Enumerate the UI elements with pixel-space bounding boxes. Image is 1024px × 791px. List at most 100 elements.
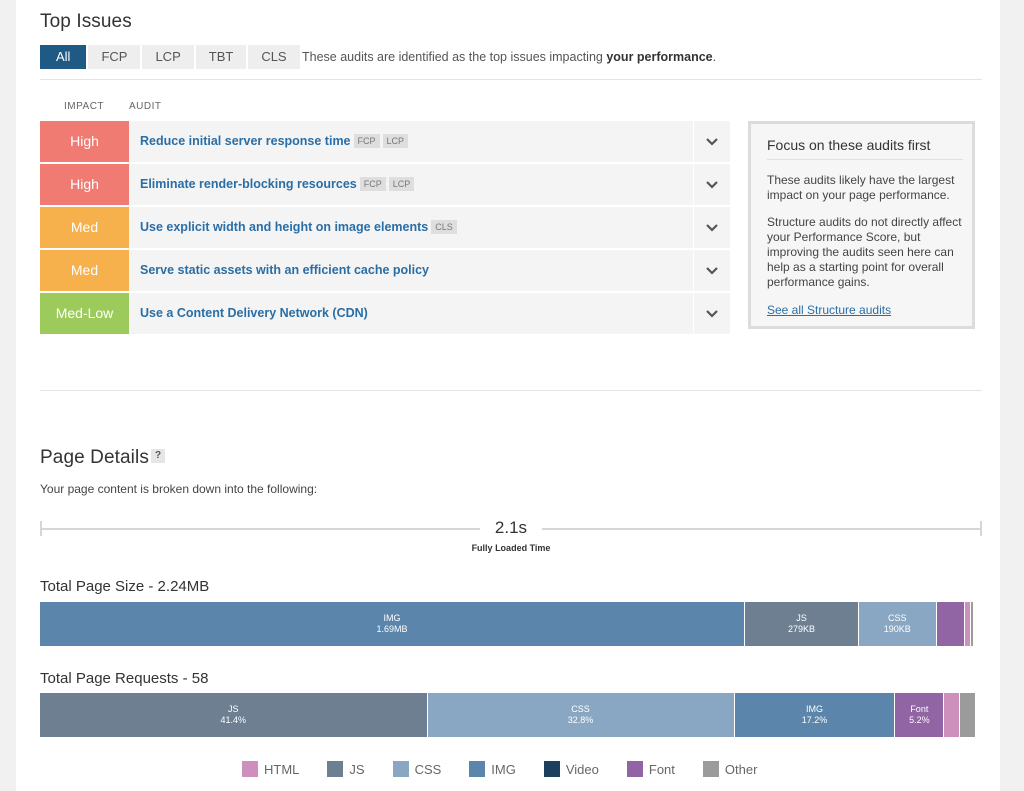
total-page-size-title: Total Page Size - 2.24MB — [40, 578, 210, 595]
bar-segment — [936, 602, 966, 646]
timeline-line — [40, 528, 480, 530]
description-suffix: . — [712, 50, 717, 64]
page-size-bar: IMG 1.69MB JS 279KB CSS 190KB — [40, 602, 977, 646]
divider — [40, 79, 982, 80]
audit-title-text: Serve static assets with an efficient ca… — [140, 263, 430, 277]
see-all-structure-audits-link[interactable]: See all Structure audits — [767, 303, 892, 317]
legend-swatch — [242, 761, 258, 777]
impact-badge: High — [40, 121, 129, 162]
fully-loaded-value: 2.1s — [494, 518, 528, 537]
segment-type-label: IMG — [383, 613, 401, 623]
segment-value-label: 190KB — [883, 624, 911, 634]
bar-segment: JS 41.4% — [40, 693, 428, 737]
legend-label: CSS — [414, 761, 442, 777]
metric-badge: FCP — [359, 177, 386, 191]
metric-badge: CLS — [431, 220, 457, 234]
segment-value-label: 32.8% — [567, 715, 594, 725]
audit-row[interactable]: High Eliminate render-blocking resources F… — [40, 164, 730, 205]
legend-item: IMG — [469, 761, 516, 777]
impact-badge: Med — [40, 207, 129, 248]
tabs-description: These audits are identified as the top i… — [302, 50, 716, 64]
timeline-line — [542, 528, 982, 530]
legend-item: Video — [543, 761, 599, 777]
bar-segment — [960, 693, 976, 737]
audit-title[interactable]: Reduce initial server response time FCP LC… — [140, 121, 409, 162]
bar-segment: CSS 190KB — [859, 602, 937, 646]
audit-title-text: Reduce initial server response time — [140, 134, 351, 148]
bar-segment — [944, 693, 961, 737]
segment-value-label: 1.69MB — [376, 624, 408, 634]
metric-badge: FCP — [353, 134, 380, 148]
legend-swatch — [392, 761, 409, 777]
bar-segment: IMG 1.69MB — [40, 602, 746, 646]
metric-badge: LCP — [382, 134, 409, 148]
segment-type-label: JS — [227, 704, 239, 714]
page-details-title: Page Details — [40, 447, 149, 468]
legend-item: Other — [702, 761, 757, 777]
tab-tbt[interactable]: TBT — [195, 45, 247, 69]
impact-filter-tabs: All FCP LCP TBT CLS — [40, 45, 302, 69]
fully-loaded-label: Fully Loaded Time — [471, 543, 551, 553]
description-text: These audits are identified as the top i… — [302, 50, 607, 64]
report-page: Top Issues All FCP LCP TBT CLS These aud… — [16, 0, 1000, 791]
legend-swatch — [327, 761, 344, 777]
metric-badge: LCP — [388, 177, 415, 191]
segment-type-label: JS — [796, 613, 807, 623]
focus-panel-text-2: Structure audits do not directly affect … — [767, 215, 962, 289]
page-details-subtitle: Your page content is broken down into th… — [40, 482, 318, 496]
expand-chevron-icon[interactable] — [693, 293, 730, 334]
legend-swatch — [469, 761, 486, 777]
tab-fcp[interactable]: FCP — [88, 45, 141, 69]
segment-type-label: Font — [910, 704, 929, 714]
legend-item: HTML — [242, 761, 299, 777]
content-type-legend: HTML JS CSS IMG Video Font Other — [242, 761, 785, 777]
impact-badge: Med — [40, 250, 129, 291]
impact-column-header: IMPACT — [64, 101, 105, 112]
legend-label: IMG — [491, 761, 516, 777]
focus-panel: Focus on these audits first These audits… — [748, 121, 975, 329]
legend-label: HTML — [264, 761, 300, 777]
audit-row[interactable]: Med-Low Use a Content Delivery Network (C… — [40, 293, 730, 334]
segment-type-label: CSS — [888, 613, 907, 623]
legend-item: CSS — [392, 761, 442, 777]
bar-segment: CSS 32.8% — [427, 693, 735, 737]
expand-chevron-icon[interactable] — [693, 164, 730, 205]
bar-segment — [971, 602, 975, 646]
bar-segment — [965, 602, 972, 646]
divider — [40, 390, 982, 391]
legend-label: JS — [349, 761, 365, 777]
audit-row[interactable]: High Reduce initial server response time F… — [40, 121, 730, 162]
help-icon[interactable]: ? — [151, 449, 165, 463]
audit-title[interactable]: Use a Content Delivery Network (CDN) — [140, 293, 368, 334]
bar-segment: JS 279KB — [745, 602, 860, 646]
focus-panel-title: Focus on these audits first — [767, 137, 963, 160]
expand-chevron-icon[interactable] — [693, 250, 730, 291]
audit-row[interactable]: Med Serve static assets with an efficient… — [40, 250, 730, 291]
legend-label: Video — [565, 761, 599, 777]
tab-cls[interactable]: CLS — [248, 45, 300, 69]
expand-chevron-icon[interactable] — [693, 207, 730, 248]
legend-item: Font — [626, 761, 675, 777]
legend-item: JS — [327, 761, 365, 777]
segment-value-label: 17.2% — [801, 715, 828, 725]
segment-type-label: IMG — [805, 704, 823, 714]
tab-lcp[interactable]: LCP — [142, 45, 194, 69]
total-page-requests-title: Total Page Requests - 58 — [40, 670, 209, 687]
timeline-end-tick — [980, 521, 982, 536]
audit-row[interactable]: Med Use explicit width and height on imag… — [40, 207, 730, 248]
audit-title-text: Use a Content Delivery Network (CDN) — [140, 306, 368, 320]
audit-title[interactable]: Serve static assets with an efficient ca… — [140, 250, 429, 291]
legend-swatch — [543, 761, 560, 777]
segment-value-label: 279KB — [788, 624, 816, 634]
audit-title[interactable]: Eliminate render-blocking resources FCP LC… — [140, 164, 415, 205]
audit-title-text: Use explicit width and height on image e… — [140, 220, 429, 234]
segment-type-label: CSS — [571, 704, 590, 714]
legend-swatch — [626, 761, 643, 777]
page-requests-bar: JS 41.4% CSS 32.8% IMG 17.2% Font 5.2% — [40, 693, 976, 737]
tab-all[interactable]: All — [40, 45, 87, 69]
bar-segment: Font 5.2% — [895, 693, 945, 737]
expand-chevron-icon[interactable] — [693, 121, 730, 162]
segment-value-label: 41.4% — [220, 715, 247, 725]
audit-title[interactable]: Use explicit width and height on image e… — [140, 207, 457, 248]
audit-title-text: Eliminate render-blocking resources — [140, 177, 357, 191]
